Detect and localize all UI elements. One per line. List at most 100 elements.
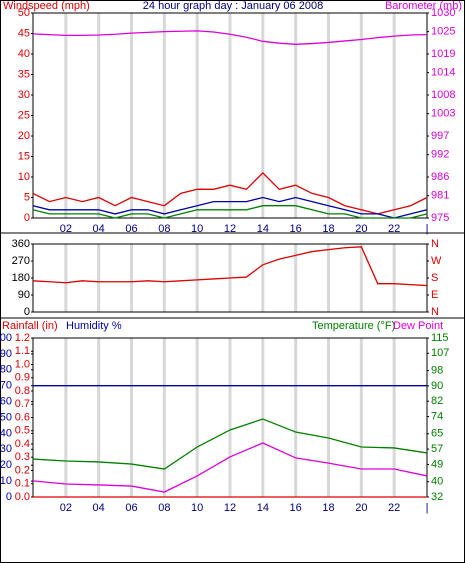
y2-tick-label: 90 — [431, 380, 443, 392]
x-tick-label: 10 — [191, 502, 203, 514]
y-tick-label: 0.5 — [15, 425, 30, 437]
x-tick-label: 16 — [290, 223, 302, 235]
series-line — [32, 171, 428, 215]
y3-tick-label: 0 — [6, 491, 12, 503]
x-tick-label: 22 — [388, 223, 400, 235]
y3-tick-label: 20 — [0, 459, 12, 471]
axis-title: 24 hour graph day : January 06 2008 — [143, 0, 323, 12]
x-tick-label: 12 — [224, 502, 236, 514]
y3-tick-label: 10 — [0, 475, 12, 487]
y-tick-label: 270 — [12, 255, 30, 267]
x-tick-label: 20 — [355, 502, 367, 514]
y-tick-label: 1.1 — [15, 345, 30, 357]
y2-tick-label: 997 — [431, 130, 449, 142]
series-line — [32, 246, 428, 287]
x-tick-label: 10 — [191, 223, 203, 235]
x-tick-label: 08 — [158, 223, 170, 235]
y2-tick-label: 74 — [431, 410, 443, 422]
y-tick-label: 0.8 — [15, 385, 30, 397]
y-tick-label: 20 — [18, 130, 30, 142]
y3-tick-label: 40 — [0, 427, 12, 439]
axis-title: Rainfall (in) — [2, 320, 58, 332]
y2-tick-label: 975 — [431, 212, 449, 224]
axis-title: Dew Point — [393, 320, 443, 332]
y2-tick-label: 1030 — [431, 7, 455, 19]
y2-tick-label: 981 — [431, 190, 449, 202]
y2-tick-label: S — [431, 272, 438, 284]
y-tick-label: 5 — [24, 191, 30, 203]
x-tick-label: 16 — [290, 502, 302, 514]
y2-tick-label: 1014 — [431, 67, 455, 79]
x-tick-label: 22 — [388, 502, 400, 514]
y-tick-label: 0.7 — [15, 398, 30, 410]
y-tick-label: 0 — [24, 212, 30, 224]
y2-tick-label: 107 — [431, 347, 449, 359]
y2-tick-label: 115 — [431, 332, 449, 344]
y-tick-label: 0.4 — [15, 438, 30, 450]
y2-tick-label: 98 — [431, 364, 443, 376]
y-tick-label: 30 — [18, 89, 30, 101]
y-tick-label: 0.3 — [15, 451, 30, 463]
y-tick-label: 180 — [12, 272, 30, 284]
y-tick-label: 35 — [18, 68, 30, 80]
x-tick-label: 04 — [93, 223, 105, 235]
y2-tick-label: N — [431, 306, 439, 318]
x-tick-label: 12 — [224, 223, 236, 235]
x-tick-label: | — [426, 502, 429, 514]
y2-tick-label: 1008 — [431, 89, 455, 101]
series-line — [32, 442, 428, 493]
y2-tick-label: 1025 — [431, 26, 455, 38]
x-tick-label: 14 — [257, 502, 269, 514]
y-tick-label: 15 — [18, 150, 30, 162]
x-tick-label: | — [426, 223, 429, 235]
y3-tick-label: 30 — [0, 443, 12, 455]
y-tick-label: 40 — [18, 48, 30, 60]
y-tick-label: 1.2 — [15, 332, 30, 344]
y3-tick-label: 100 — [0, 332, 12, 344]
y-tick-label: 10 — [18, 171, 30, 183]
x-tick-label: 04 — [93, 502, 105, 514]
axis-title: Windspeed (mph) — [3, 0, 90, 12]
x-tick-label: 18 — [322, 502, 334, 514]
y2-tick-label: W — [431, 255, 442, 267]
y-tick-label: 0.6 — [15, 411, 30, 423]
y-tick-label: 0.1 — [15, 478, 30, 490]
y-tick-label: 360 — [12, 238, 30, 250]
axis-title: Humidity % — [66, 320, 122, 332]
y-tick-label: 25 — [18, 109, 30, 121]
x-tick-label: 02 — [60, 502, 72, 514]
y2-tick-label: E — [431, 289, 438, 301]
y-tick-label: 50 — [18, 7, 30, 19]
y2-tick-label: N — [431, 238, 439, 250]
y3-tick-label: 90 — [0, 348, 12, 360]
x-tick-label: 02 — [60, 223, 72, 235]
y2-tick-label: 986 — [431, 171, 449, 183]
y-tick-label: 1.0 — [15, 358, 30, 370]
y-tick-label: 0.9 — [15, 372, 30, 384]
x-tick-label: 08 — [158, 502, 170, 514]
y2-tick-label: 40 — [431, 476, 443, 488]
series-line — [32, 205, 428, 219]
y2-tick-label: 49 — [431, 458, 443, 470]
y3-tick-label: 60 — [0, 396, 12, 408]
y2-tick-label: 992 — [431, 149, 449, 161]
x-tick-label: 14 — [257, 223, 269, 235]
y-tick-label: 90 — [18, 289, 30, 301]
y3-tick-label: 80 — [0, 364, 12, 376]
series-line — [32, 196, 428, 219]
axis-title: Temperature (°F) — [312, 320, 395, 332]
y-tick-label: 0.2 — [15, 464, 30, 476]
y2-tick-label: 82 — [431, 395, 443, 407]
x-tick-label: 18 — [322, 223, 334, 235]
series-line — [32, 418, 428, 470]
y-tick-label: 0.0 — [15, 491, 30, 503]
y2-tick-label: 1019 — [431, 48, 455, 60]
y2-tick-label: 32 — [431, 491, 443, 503]
y2-tick-label: 1003 — [431, 108, 455, 120]
y3-tick-label: 70 — [0, 380, 12, 392]
y2-tick-label: 65 — [431, 428, 443, 440]
series-line — [32, 30, 428, 45]
x-tick-label: 20 — [355, 223, 367, 235]
y3-tick-label: 50 — [0, 411, 12, 423]
